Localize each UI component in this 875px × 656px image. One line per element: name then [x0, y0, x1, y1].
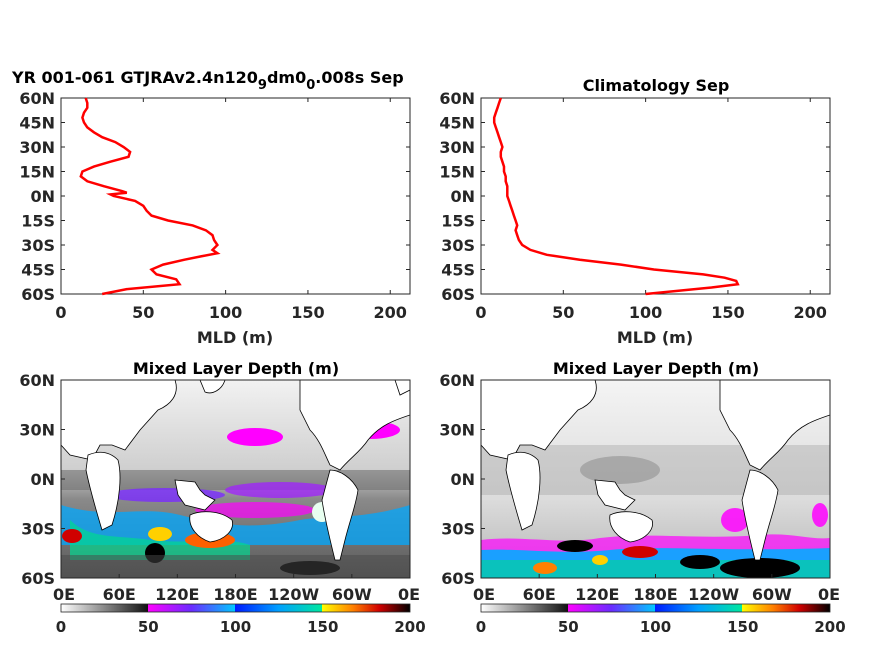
y-tick-label: 30N	[439, 138, 475, 157]
y-tick-label: 45S	[21, 261, 55, 280]
y-tick-label: 15S	[21, 212, 55, 231]
colorbar-tick-label: 150	[307, 618, 338, 636]
x-tick-label: 60E	[523, 585, 556, 604]
y-tick-label: 15S	[441, 212, 475, 231]
panel-profile-climatology: Climatology Sep 0 50 100 150 200 60N 45N 30N 15N…	[439, 76, 831, 347]
y-tick-label: 15N	[19, 163, 55, 182]
panel-title: YR 001-061 GTJRAv2.4n1209dm00.008s Sep	[11, 68, 404, 93]
x-tick-label: 150	[711, 303, 744, 322]
y-tick-label: 30N	[19, 138, 55, 157]
colorbar-right: 0 50 100 150 200	[476, 603, 846, 636]
x-tick-label: 60W	[752, 585, 792, 604]
panel-title: Mixed Layer Depth (m)	[553, 359, 759, 378]
colorbar-tick-label: 100	[640, 618, 671, 636]
y-tick-label: 0N	[30, 187, 55, 206]
x-tick-label: 100	[629, 303, 662, 322]
panel-map-climatology: Mixed Layer Depth (m)	[439, 359, 840, 604]
y-tick-label: 60N	[439, 371, 475, 390]
y-tick-label: 60N	[19, 89, 55, 108]
continents	[61, 380, 410, 561]
x-tick-label: 0E	[473, 585, 495, 604]
y-tick-label: 15N	[439, 163, 475, 182]
y-tick-label: 45S	[441, 261, 475, 280]
mld-map	[61, 380, 410, 578]
x-tick-label: 100	[209, 303, 242, 322]
colorbar-tick-label: 200	[394, 618, 425, 636]
y-tick-label: 30S	[21, 520, 55, 539]
panel-title: Climatology Sep	[583, 76, 730, 95]
y-tick-label: 45N	[19, 114, 55, 133]
panel-title: Mixed Layer Depth (m)	[133, 359, 339, 378]
x-tick-label: 120W	[268, 585, 319, 604]
y-tick-label: 30S	[21, 236, 55, 255]
colorbar-tick-label: 150	[727, 618, 758, 636]
axis-ticks: 0E 60E 120E 180E 120W 60W 0E 60N 30N 0N 30S 60S	[439, 371, 840, 604]
x-tick-label: 200	[794, 303, 827, 322]
x-tick-label: 60E	[103, 585, 136, 604]
x-tick-label: 0	[55, 303, 66, 322]
x-tick-label: 0E	[398, 585, 420, 604]
colorbar-tick-label: 200	[814, 618, 845, 636]
y-tick-label: 0N	[450, 187, 475, 206]
x-tick-label: 200	[374, 303, 407, 322]
y-tick-label: 60N	[439, 89, 475, 108]
continents	[481, 380, 830, 561]
y-tick-label: 30N	[19, 421, 55, 440]
x-tick-label: 0E	[818, 585, 840, 604]
panel-profile-model: YR 001-061 GTJRAv2.4n1209dm00.008s Sep 0…	[11, 68, 411, 347]
x-tick-label: 60W	[332, 585, 372, 604]
x-tick-label: 120W	[688, 585, 739, 604]
colorbar-tick-label: 100	[220, 618, 251, 636]
y-tick-label: 45N	[439, 114, 475, 133]
x-tick-label: 50	[132, 303, 154, 322]
x-axis-label: MLD (m)	[617, 328, 693, 347]
y-tick-label: 0N	[30, 470, 55, 489]
y-tick-label: 60S	[21, 569, 55, 588]
y-tick-label: 60S	[441, 285, 475, 304]
axis-ticks: 0 50 100 150 200 60N 45N 30N 15N 0N 15S 30S 45S 60S	[439, 89, 830, 322]
colorbar-tick-label: 50	[558, 618, 579, 636]
y-tick-label: 30N	[439, 421, 475, 440]
colorbar-tick-label: 0	[476, 618, 486, 636]
x-tick-label: 180E	[633, 585, 677, 604]
y-tick-label: 30S	[441, 236, 475, 255]
y-tick-label: 60S	[21, 285, 55, 304]
x-tick-label: 50	[552, 303, 574, 322]
panel-map-model: Mixed Layer Depth (m)	[19, 359, 420, 604]
mld-line	[492, 97, 740, 296]
x-tick-label: 180E	[213, 585, 257, 604]
y-tick-label: 30S	[441, 520, 475, 539]
mld-map	[481, 380, 830, 578]
colorbar-tick-label: 0	[56, 618, 66, 636]
colorbar-tick-label: 50	[138, 618, 159, 636]
axis-ticks: 0E 60E 120E 180E 120W 60W 0E 60N 30N 0N 30S 60S	[19, 371, 420, 604]
y-tick-label: 60S	[441, 569, 475, 588]
colorbar-left: 0 50 100 150 200	[56, 603, 426, 636]
mld-line	[79, 97, 221, 296]
x-tick-label: 150	[291, 303, 324, 322]
x-tick-label: 0	[475, 303, 486, 322]
x-tick-label: 0E	[53, 585, 75, 604]
y-tick-label: 0N	[450, 470, 475, 489]
axis-ticks: 0 50 100 150 200 60N 45N 30N 15N 0N 15S 30S 45S 60S	[19, 89, 410, 322]
x-tick-label: 120E	[575, 585, 619, 604]
plot-frame	[480, 97, 831, 295]
x-tick-label: 120E	[155, 585, 199, 604]
y-tick-label: 60N	[19, 371, 55, 390]
x-axis-label: MLD (m)	[197, 328, 273, 347]
